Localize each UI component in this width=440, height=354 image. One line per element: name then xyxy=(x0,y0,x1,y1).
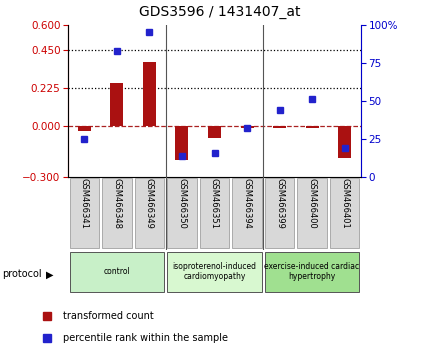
Text: protocol: protocol xyxy=(2,269,42,279)
Bar xyxy=(78,126,91,131)
Text: GDS3596 / 1431407_at: GDS3596 / 1431407_at xyxy=(139,5,301,19)
Text: control: control xyxy=(103,267,130,276)
Bar xyxy=(273,126,286,128)
FancyBboxPatch shape xyxy=(265,178,294,248)
Text: transformed count: transformed count xyxy=(63,311,154,321)
Text: GSM466341: GSM466341 xyxy=(80,178,89,229)
Text: GSM466349: GSM466349 xyxy=(145,178,154,229)
Bar xyxy=(241,126,253,128)
Text: GSM466400: GSM466400 xyxy=(308,178,316,229)
FancyBboxPatch shape xyxy=(70,178,99,248)
Text: exercise-induced cardiac
hypertrophy: exercise-induced cardiac hypertrophy xyxy=(264,262,359,281)
Text: GSM466350: GSM466350 xyxy=(177,178,187,229)
FancyBboxPatch shape xyxy=(265,252,359,292)
Bar xyxy=(176,126,188,160)
FancyBboxPatch shape xyxy=(297,178,326,248)
Text: ▶: ▶ xyxy=(46,269,54,279)
FancyBboxPatch shape xyxy=(330,178,359,248)
FancyBboxPatch shape xyxy=(135,178,164,248)
FancyBboxPatch shape xyxy=(70,252,164,292)
FancyBboxPatch shape xyxy=(232,178,262,248)
Bar xyxy=(143,62,156,126)
Text: GSM466394: GSM466394 xyxy=(242,178,252,229)
FancyBboxPatch shape xyxy=(200,178,229,248)
Text: percentile rank within the sample: percentile rank within the sample xyxy=(63,332,228,343)
Text: GSM466351: GSM466351 xyxy=(210,178,219,229)
FancyBboxPatch shape xyxy=(167,252,262,292)
Text: isoproterenol-induced
cardiomyopathy: isoproterenol-induced cardiomyopathy xyxy=(172,262,257,281)
Bar xyxy=(110,83,124,126)
FancyBboxPatch shape xyxy=(103,178,132,248)
Bar xyxy=(338,126,351,158)
Bar xyxy=(305,126,319,128)
FancyBboxPatch shape xyxy=(167,178,197,248)
Bar xyxy=(208,126,221,138)
Text: GSM466348: GSM466348 xyxy=(113,178,121,229)
Text: GSM466399: GSM466399 xyxy=(275,178,284,229)
Text: GSM466401: GSM466401 xyxy=(340,178,349,229)
